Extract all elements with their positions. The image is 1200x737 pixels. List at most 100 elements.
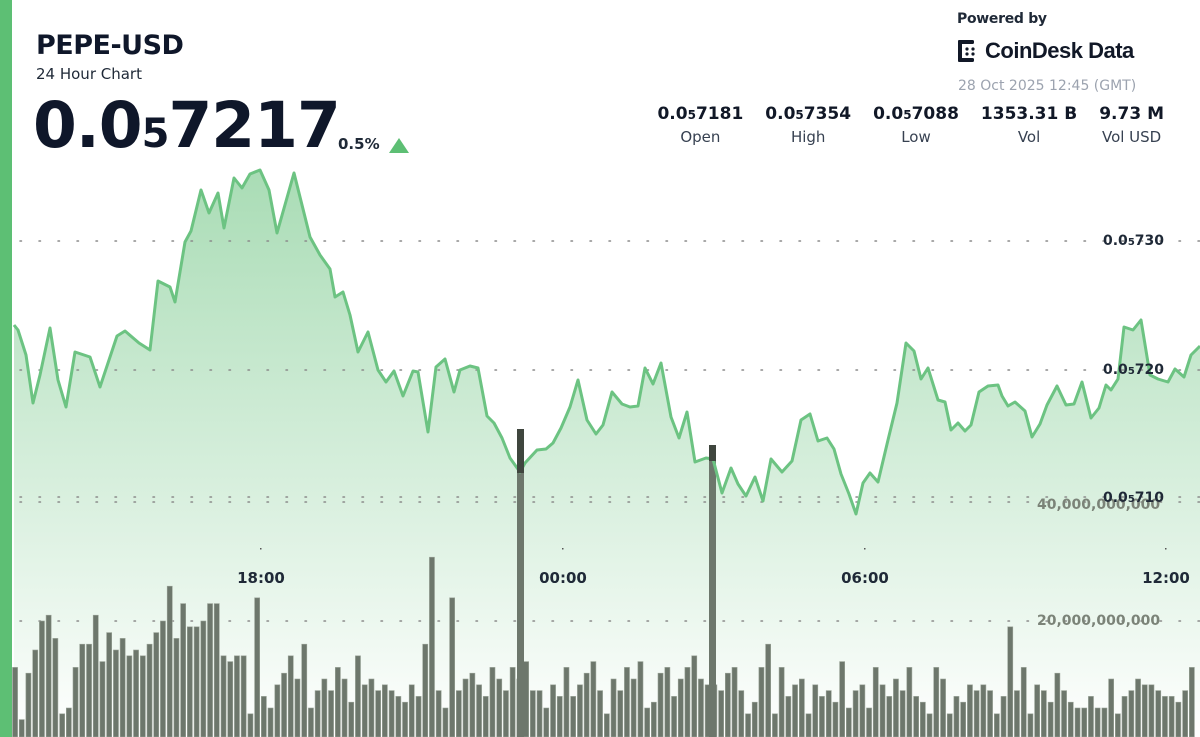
volume-bar (267, 707, 274, 737)
volume-bar (543, 707, 550, 737)
volume-bar (906, 667, 913, 737)
volume-bar (72, 667, 79, 737)
volume-bar (435, 690, 442, 737)
volume-bar (624, 667, 630, 737)
volume-bar (577, 684, 583, 737)
volume-bar (684, 667, 691, 737)
volume-bar (18, 719, 25, 737)
stat-value: 1353.31 B (980, 104, 1078, 124)
price-change-percent: 0.5% (338, 135, 380, 153)
volume-bar (321, 678, 328, 737)
volume-bar (825, 690, 832, 737)
volume-bar (301, 643, 308, 737)
price-area (14, 170, 1200, 737)
volume-bar (160, 620, 166, 737)
volume-bar (953, 696, 960, 737)
time-axis-label: 18:00 (237, 569, 285, 587)
chart-timestamp: 28 Oct 2025 12:45 (GMT) (958, 78, 1137, 94)
volume-bar (99, 661, 106, 737)
volume-bar (462, 678, 469, 737)
volume-bar (1148, 684, 1155, 737)
volume-bar (946, 713, 953, 737)
volume-bar (745, 713, 751, 737)
volume-bar (334, 667, 341, 737)
current-price: 0.057217 (33, 88, 341, 172)
volume-bar (933, 667, 940, 737)
volume-bar (227, 661, 234, 737)
volume-bar (449, 597, 456, 737)
volume-bar (1088, 696, 1094, 737)
volume-bar (254, 597, 261, 737)
volume-bar (785, 696, 792, 737)
volume-bar (1115, 713, 1121, 737)
volume-bar (368, 678, 375, 737)
volume-bar (193, 626, 200, 737)
volume-bar (294, 678, 301, 737)
volume-bar (630, 678, 637, 737)
volume-bar (422, 643, 429, 737)
volume-bar (45, 614, 52, 737)
volume-bar (550, 684, 556, 737)
volume-bar (482, 696, 489, 737)
stat-label: Vol (1017, 128, 1041, 146)
price-line (12, 168, 1200, 516)
volume-bar (415, 696, 422, 737)
volume-bar (926, 713, 933, 737)
volume-bar (778, 667, 785, 737)
volume-bar (1155, 690, 1162, 737)
volume-bar (408, 684, 415, 737)
volume-bar (1020, 667, 1027, 737)
volume-bar (361, 684, 368, 737)
volume-bar (1128, 690, 1135, 737)
volume-bars (12, 429, 1195, 737)
volume-bar (664, 667, 671, 737)
volume-bar (153, 632, 160, 737)
volume-bar (32, 649, 39, 737)
volume-bar (637, 661, 644, 737)
volume-bar (1081, 707, 1088, 737)
time-axis-label: 00:00 (539, 569, 587, 587)
volume-bar (1141, 684, 1148, 737)
volume-bar (402, 701, 408, 737)
volume-bar (644, 707, 650, 737)
volume-bar (429, 556, 435, 737)
time-axis-label: 12:00 (1142, 569, 1190, 587)
volume-bar (893, 678, 899, 737)
volume-bar (980, 684, 987, 737)
chart-subtitle: 24 Hour Chart (36, 65, 142, 83)
volume-bar (92, 614, 99, 737)
volume-bar (987, 690, 993, 737)
volume-bar (79, 643, 86, 737)
volume-bar (852, 690, 859, 737)
stat-high: 0.057354 High (765, 104, 851, 146)
coindesk-logo: CoinDesk Data (957, 38, 1134, 64)
volume-bar (1061, 690, 1067, 737)
triangle-up-icon (389, 138, 409, 153)
volume-bar (66, 707, 72, 737)
volume-bar (180, 603, 187, 737)
volume-bar (442, 707, 449, 737)
volume-bar (187, 626, 193, 737)
volume-bar (140, 655, 146, 737)
volume-bar (1047, 701, 1054, 737)
volume-bar (960, 701, 966, 737)
volume-bar (805, 713, 812, 737)
volume-bar (967, 684, 973, 737)
volume-bar (1027, 713, 1034, 737)
volume-bar (731, 667, 738, 737)
volume-bar (839, 661, 845, 737)
volume-bar (234, 655, 240, 737)
volume-bar (1000, 696, 1007, 737)
price-zero-count: 5 (141, 111, 170, 157)
volume-bar (718, 690, 724, 737)
volume-bar (1101, 707, 1108, 737)
volume-bar (314, 690, 321, 737)
volume-bar (899, 690, 906, 737)
volume-axis-label: 40,000,000,000 (1037, 497, 1161, 513)
volume-bar (1121, 696, 1128, 737)
volume-bar (476, 684, 482, 737)
time-axis-label: 06:00 (841, 569, 889, 587)
volume-bar (940, 678, 946, 737)
volume-bar (106, 632, 112, 737)
volume-bar (583, 672, 590, 737)
